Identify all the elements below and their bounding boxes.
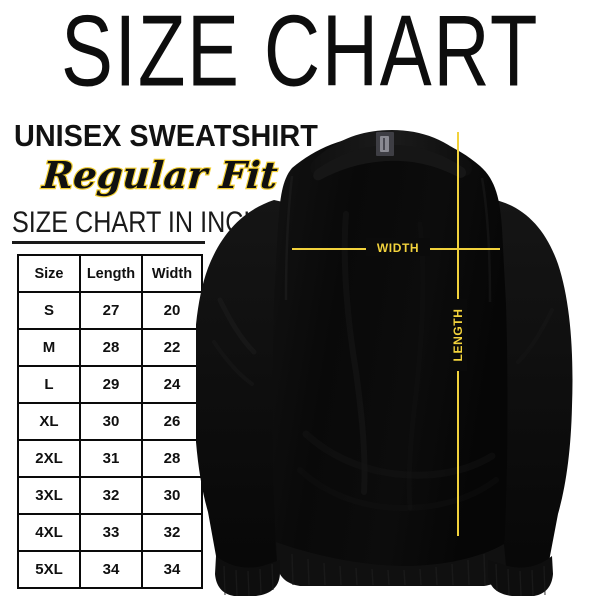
cell-length: 34 <box>79 550 143 589</box>
cell-size: L <box>17 365 81 404</box>
table-row: S 27 20 <box>17 291 203 330</box>
units-heading-underline <box>12 241 205 244</box>
cell-width: 22 <box>141 328 203 367</box>
cell-size: 2XL <box>17 439 81 478</box>
table-row: 2XL 31 28 <box>17 439 203 478</box>
column-header-width: Width <box>141 254 203 293</box>
table-row: 3XL 32 30 <box>17 476 203 515</box>
size-chart-table: Size Length Width S 27 20 M 28 22 L 29 2… <box>17 254 203 589</box>
cell-size: M <box>17 328 81 367</box>
cell-length: 33 <box>79 513 143 552</box>
cell-length: 31 <box>79 439 143 478</box>
length-measure-label: LENGTH <box>451 308 465 362</box>
width-measure-label: WIDTH <box>376 241 420 255</box>
width-label-backdrop <box>366 238 430 256</box>
table-row: 4XL 33 32 <box>17 513 203 552</box>
cell-length: 32 <box>79 476 143 515</box>
cell-width: 20 <box>141 291 203 330</box>
page-title: SIZE CHART <box>60 0 540 108</box>
length-label-backdrop <box>450 299 467 371</box>
sweatshirt-illustration <box>196 104 600 600</box>
cell-width: 26 <box>141 402 203 441</box>
cell-size: 4XL <box>17 513 81 552</box>
cell-length: 27 <box>79 291 143 330</box>
cell-size: XL <box>17 402 81 441</box>
cell-width: 28 <box>141 439 203 478</box>
table-row: XL 30 26 <box>17 402 203 441</box>
width-measure-line-right <box>426 248 500 250</box>
cell-size: S <box>17 291 81 330</box>
cell-length: 29 <box>79 365 143 404</box>
column-header-size: Size <box>17 254 81 293</box>
product-name: UNISEX SWEATSHIRT <box>14 118 318 153</box>
cell-length: 30 <box>79 402 143 441</box>
table-row: L 29 24 <box>17 365 203 404</box>
cell-size: 5XL <box>17 550 81 589</box>
table-header-row: Size Length Width <box>17 254 203 293</box>
width-measure-line-left <box>292 248 368 250</box>
table-row: 5XL 34 34 <box>17 550 203 589</box>
column-header-length: Length <box>79 254 143 293</box>
table-row: M 28 22 <box>17 328 203 367</box>
cell-width: 32 <box>141 513 203 552</box>
cell-length: 28 <box>79 328 143 367</box>
cell-width: 30 <box>141 476 203 515</box>
cell-size: 3XL <box>17 476 81 515</box>
cell-width: 24 <box>141 365 203 404</box>
cell-width: 34 <box>141 550 203 589</box>
